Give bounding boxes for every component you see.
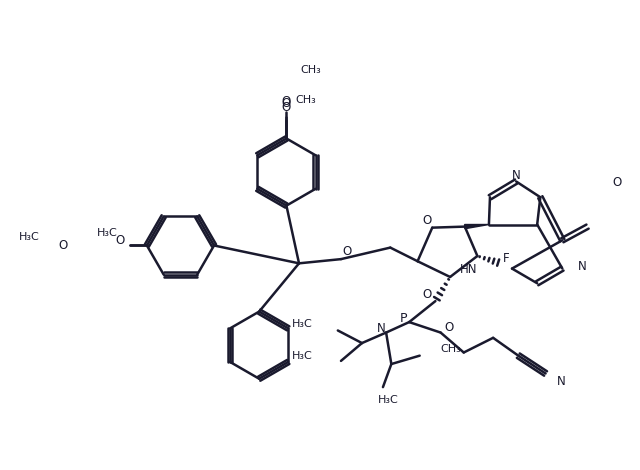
Text: O: O: [612, 176, 621, 189]
Text: F: F: [502, 251, 509, 265]
Text: H₃C: H₃C: [19, 232, 40, 242]
Text: P: P: [400, 313, 408, 325]
Polygon shape: [465, 225, 489, 229]
Text: O: O: [342, 245, 352, 258]
Text: H₃C: H₃C: [378, 395, 399, 405]
Text: H₃C: H₃C: [292, 319, 312, 329]
Text: N: N: [578, 260, 587, 273]
Text: O: O: [444, 321, 454, 334]
Text: CH₃: CH₃: [295, 95, 316, 105]
Text: O: O: [282, 97, 291, 110]
Text: CH₃: CH₃: [300, 65, 321, 75]
Text: O: O: [282, 95, 291, 108]
Text: CH₃: CH₃: [441, 345, 461, 354]
Text: N: N: [512, 169, 520, 182]
Text: N: N: [557, 376, 566, 388]
Text: H₃C: H₃C: [292, 351, 312, 360]
Text: N: N: [376, 322, 385, 335]
Text: H₃C: H₃C: [97, 228, 117, 238]
Text: O: O: [116, 234, 125, 247]
Text: O: O: [58, 239, 68, 252]
Text: HN: HN: [460, 263, 477, 276]
Text: O: O: [282, 102, 291, 114]
Text: O: O: [422, 288, 431, 301]
Text: O: O: [422, 214, 431, 227]
